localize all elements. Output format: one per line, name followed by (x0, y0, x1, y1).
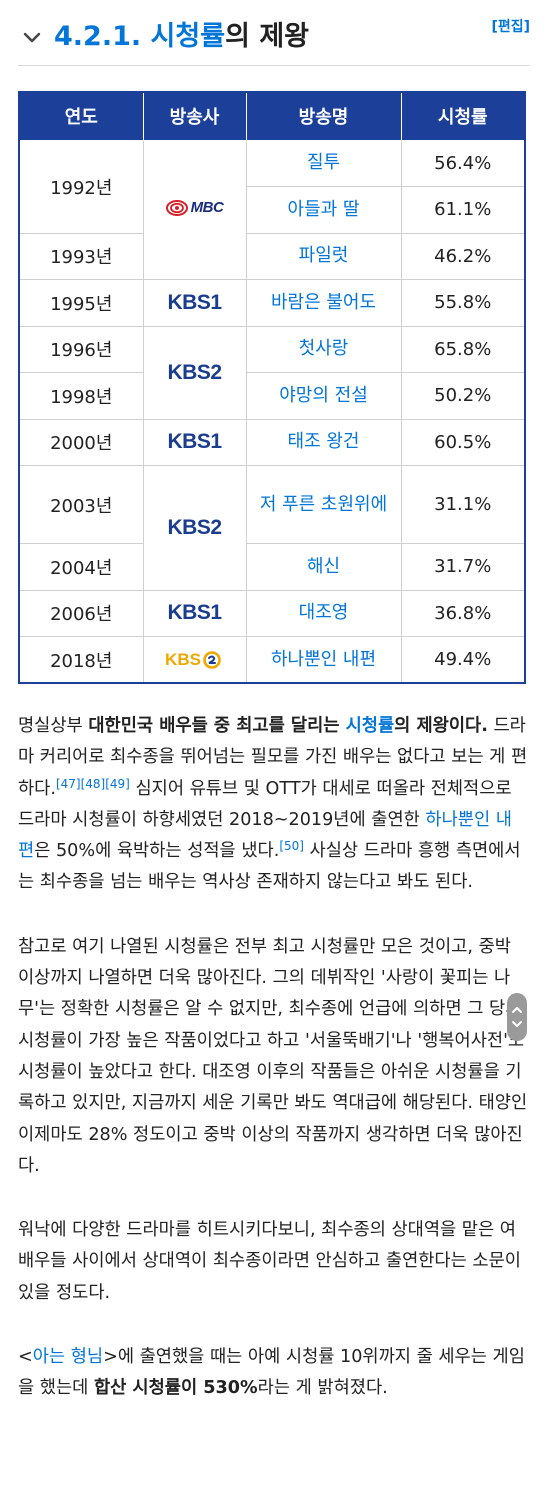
section-number: 4.2.1. (54, 21, 142, 52)
header-show: 방송명 (245, 92, 402, 141)
rating-cell: 65.8% (400, 325, 526, 373)
paragraph-2: 참고로 여기 나열된 시청률은 전부 최고 시청률만 모은 것이고, 중박 이상… (18, 936, 528, 1176)
kbs2-new-logo-text: KBS (165, 650, 201, 669)
show-cell[interactable]: 대조영 (245, 589, 402, 637)
show-cell[interactable]: 해신 (245, 543, 402, 591)
show-cell[interactable]: 아들과 딸 (245, 186, 402, 234)
year-cell: 2003년 (18, 465, 144, 544)
table-row: 2000년 KBS1 태조 왕건 60.5% (18, 418, 526, 466)
year-cell: 1996년 (18, 325, 144, 373)
paragraph-1: 명실상부 대한민국 배우들 중 최고를 달리는 시청률의 제왕이다. 드라마 커… (18, 711, 528, 899)
broadcaster-cell: KBS1 (142, 589, 247, 637)
table-row: 1998년 야망의 전설 50.2% (18, 372, 526, 420)
rating-cell: 56.4% (400, 139, 526, 187)
header-rating: 시청률 (400, 92, 526, 141)
year-cell: 1992년 (18, 139, 144, 234)
show-link[interactable]: 아는 형님 (32, 1347, 104, 1368)
kbs2-circle-icon (203, 651, 221, 669)
show-cell[interactable]: 야망의 전설 (245, 372, 402, 420)
bold-text: 대한민국 배우들 중 최고를 달리는 (88, 716, 346, 736)
table-row: 2004년 해신 31.7% (18, 543, 526, 591)
text-span: 드라마 커리어로 최수종을 뛰어넘는 필모를 가진 배우는 없다고 보는 게 편… (18, 716, 528, 799)
rating-cell: 61.1% (400, 186, 526, 234)
scrollbar-thumb[interactable] (507, 993, 527, 1041)
show-cell[interactable]: 첫사랑 (245, 325, 402, 373)
edit-link[interactable]: [편집] (491, 19, 530, 35)
ratings-link[interactable]: 시청률 (345, 716, 395, 736)
table-row: 2003년 KBS2 저 푸른 초원위에 31.1% (18, 465, 526, 591)
table-row: 2018년 KBS 하나뿐인 내편 49.4% (18, 636, 526, 684)
scroll-arrows-icon (512, 1007, 522, 1027)
table-row: 1993년 파일럿 46.2% (18, 232, 526, 280)
rating-cell: 55.8% (400, 279, 526, 327)
paragraph-3: 워낙에 다양한 드라마를 히트시키다보니, 최수종의 상대역을 맡은 여배우들 … (18, 1220, 521, 1303)
year-cell: 1995년 (18, 279, 144, 327)
article-body: 명실상부 대한민국 배우들 중 최고를 달리는 시청률의 제왕이다. 드라마 커… (18, 711, 528, 1438)
footnote-refs[interactable]: [47][48][49] (55, 776, 130, 791)
show-cell[interactable]: 저 푸른 초원위에 (245, 465, 402, 544)
rating-cell: 36.8% (400, 589, 526, 637)
ratings-table: 연도 방송사 방송명 시청률 1992년 MBC 질투 56.4% (18, 91, 526, 684)
broadcaster-cell: KBS2 (142, 465, 247, 591)
table-row: 1996년 KBS2 첫사랑 65.8% (18, 325, 526, 420)
year-cell: 2006년 (18, 589, 144, 637)
year-cell: 2018년 (18, 636, 144, 684)
rating-cell: 60.5% (400, 418, 526, 466)
header-year: 연도 (18, 92, 144, 141)
bold-text: 합산 시청률이 530% (93, 1378, 258, 1399)
show-cell[interactable]: 하나뿐인 내편 (245, 636, 402, 684)
rating-cell: 50.2% (400, 372, 526, 420)
text-span: 심지어 유튜브 및 OTT가 대세로 떠올라 전체적으로 드라마 시청률이 하향… (18, 778, 512, 830)
text-span: >에 출연했을 때는 아예 시청률 10위까지 줄 세우는 게임을 했는데 (18, 1347, 525, 1399)
show-cell[interactable]: 태조 왕건 (245, 418, 402, 466)
mbc-logo: MBC (165, 199, 224, 216)
table-row: 1992년 MBC 질투 56.4% (18, 139, 526, 280)
rating-cell: 31.7% (400, 543, 526, 591)
text-span: 은 50%에 육박하는 성적을 냈다. (34, 841, 280, 862)
bold-text: 의 제왕이다. (394, 716, 488, 736)
show-cell[interactable]: 바람은 불어도 (245, 279, 402, 327)
year-cell: 1998년 (18, 372, 144, 420)
section-title: 4.2.1. 시청률의 제왕 (54, 19, 309, 55)
kbs1-logo: KBS1 (167, 601, 222, 625)
drama-link[interactable]: 하나뿐인 내편 (18, 809, 512, 862)
table-header-row: 연도 방송사 방송명 시청률 (18, 92, 526, 141)
mbc-eye-icon (165, 199, 188, 216)
footnote-refs[interactable]: [50] (279, 839, 304, 854)
text-span: 사실상 드라마 흥행 측면에서는 최수종을 넘는 배우는 역사상 존재하지 않는… (18, 841, 521, 893)
rating-cell: 46.2% (400, 232, 526, 280)
broadcaster-cell: KBS (142, 636, 247, 684)
title-rest: 의 제왕 (225, 21, 309, 52)
year-cell: 2000년 (18, 418, 144, 466)
kbs2-logo: KBS2 (167, 360, 222, 384)
kbs2-logo: KBS2 (167, 515, 222, 539)
table-row: 1995년 KBS1 바람은 불어도 55.8% (18, 279, 526, 327)
broadcaster-cell: KBS1 (142, 418, 247, 466)
text-span: 명실상부 (18, 716, 89, 736)
mbc-logo-text: MBC (190, 199, 224, 216)
chevron-down-icon[interactable] (22, 28, 42, 48)
show-cell[interactable]: 질투 (245, 139, 402, 187)
kbs2-new-logo: KBS (165, 650, 224, 670)
kbs1-logo: KBS1 (167, 290, 222, 314)
year-cell: 1993년 (18, 232, 144, 280)
kbs1-logo: KBS1 (167, 430, 222, 454)
text-span: < (18, 1347, 33, 1368)
title-link[interactable]: 시청률 (150, 21, 226, 52)
broadcaster-cell: MBC (142, 139, 247, 280)
section-heading: 4.2.1. 시청률의 제왕 [편집] (18, 10, 530, 66)
text-span: 라는 게 밝혀졌다. (257, 1378, 388, 1399)
broadcaster-cell: KBS2 (142, 325, 247, 420)
header-broadcaster: 방송사 (142, 92, 247, 141)
year-cell: 2004년 (18, 543, 144, 591)
paragraph-4: <아는 형님>에 출연했을 때는 아예 시청률 10위까지 줄 세우는 게임을 … (18, 1342, 528, 1405)
table-row: 2006년 KBS1 대조영 36.8% (18, 589, 526, 637)
rating-cell: 31.1% (400, 465, 526, 544)
show-cell[interactable]: 파일럿 (245, 232, 402, 280)
rating-cell: 49.4% (400, 636, 526, 684)
broadcaster-cell: KBS1 (142, 279, 247, 327)
table-row: 아들과 딸 61.1% (19, 186, 526, 234)
